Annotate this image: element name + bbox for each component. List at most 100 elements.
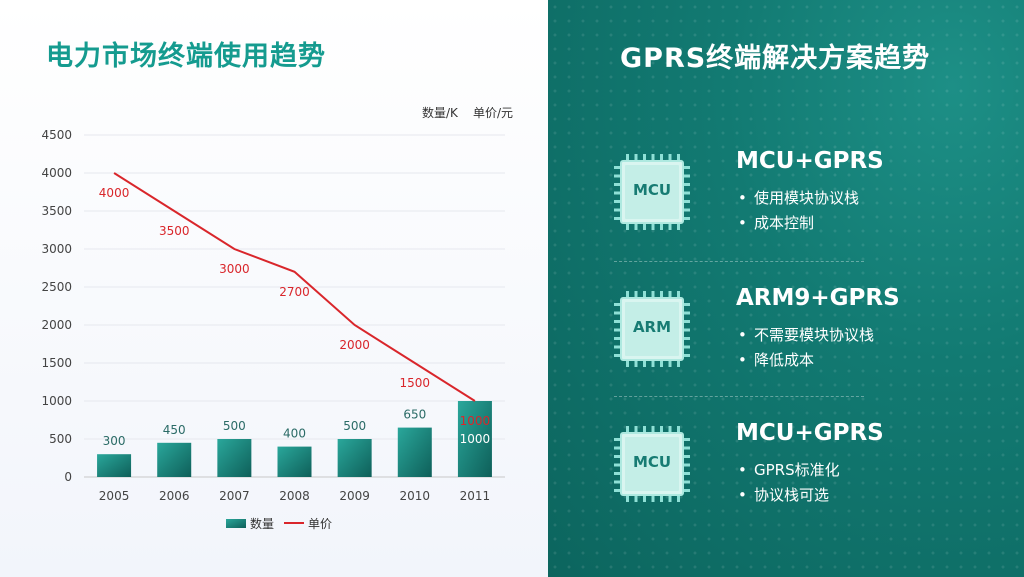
bar: [277, 446, 312, 477]
right-title: GPRS终端解决方案趋势: [620, 43, 931, 74]
chip-pin: [643, 154, 646, 164]
chip-pin: [626, 220, 629, 230]
chip-pin: [677, 426, 680, 436]
left-panel: 电力市场终端使用趋势 数量/K 单价/元 0 500 1000 1500 2000 250…: [0, 0, 548, 577]
chip-pin: [680, 191, 690, 195]
chip-pin: [614, 489, 624, 492]
legend-label: 数量: [250, 516, 274, 531]
chip-pin: [614, 191, 624, 195]
chip-pin: [680, 311, 690, 315]
chip-pin: [634, 220, 638, 230]
chip-inner: [625, 302, 679, 356]
chip-inner: [625, 165, 679, 219]
x-tick-label: 2005: [99, 489, 130, 503]
bar-data-label: 1000: [460, 432, 491, 446]
bar-data-label: 450: [163, 423, 186, 437]
chip-pin: [614, 166, 624, 169]
chip-pin: [614, 446, 624, 450]
y-tick-label: 4500: [41, 128, 72, 142]
price-unit-label: 单价/元: [473, 106, 514, 120]
chip-pin: [614, 208, 624, 212]
y-tick-label: 2500: [41, 280, 72, 294]
chip-label: ARM: [632, 318, 672, 336]
chip-pin: [643, 220, 646, 230]
chip-pin: [626, 291, 629, 301]
chip-pin: [680, 455, 690, 458]
chip-pin: [680, 480, 690, 484]
y-tick-label: 2000: [41, 318, 72, 332]
solution-feature: 协议栈可选: [736, 483, 840, 508]
line-data-label: 4000: [99, 186, 130, 200]
chip-pin: [634, 357, 638, 367]
chip-pin: [614, 328, 624, 332]
chip-pin: [660, 220, 663, 230]
solution-mcu-gprs-standard: MCU MCU+GPRS GPRS标准化 协议栈可选: [612, 420, 1012, 534]
bar: [397, 427, 432, 477]
chip-pin: [626, 426, 629, 436]
x-tick-label: 2008: [279, 489, 310, 503]
chip-pin: [614, 337, 624, 340]
x-tick-label: 2007: [219, 489, 250, 503]
line-data-label: 3000: [219, 262, 250, 276]
chip-pin: [634, 291, 638, 301]
chip-pin: [680, 345, 690, 349]
chip-pin: [614, 438, 624, 441]
legend-swatch-bar: [226, 519, 246, 528]
chip-pin: [680, 328, 690, 332]
chip-pin: [680, 337, 690, 340]
y-tick-label: 500: [49, 432, 72, 446]
bar-data-label: 500: [223, 419, 246, 433]
x-tick-label: 2011: [460, 489, 491, 503]
chip-pin: [626, 154, 629, 164]
chip-pin: [680, 438, 690, 441]
bar: [217, 439, 252, 477]
bar: [157, 442, 192, 477]
solution-feature-list: 使用模块协议栈 成本控制: [736, 186, 859, 236]
chip-pin: [680, 200, 690, 203]
line-data-label: 2000: [339, 338, 370, 352]
solution-feature: 成本控制: [736, 211, 859, 236]
chart: 0 500 1000 1500 2000 2500 3000 3500 4000 4500 2005…: [41, 128, 505, 531]
chip-pin: [614, 455, 624, 458]
chip-pin: [680, 463, 690, 467]
chip-pin: [643, 492, 646, 502]
chip-pin: [677, 220, 680, 230]
y-tick-label: 0: [64, 470, 72, 484]
solution-feature-list: 不需要模块协议栈 降低成本: [736, 323, 874, 373]
solution-feature: 使用模块协议栈: [736, 186, 859, 211]
chip-pin: [680, 446, 690, 450]
price-line: [113, 172, 476, 402]
chip-pin: [680, 489, 690, 492]
chip-pin: [614, 303, 624, 306]
line-data-label: 2700: [279, 285, 310, 299]
bar-data-label: 400: [283, 427, 306, 441]
divider: [614, 261, 864, 262]
solution-feature: 不需要模块协议栈: [736, 323, 874, 348]
chip-pin: [660, 426, 663, 436]
chip-label: MCU: [632, 181, 672, 199]
quantity-unit-label: 数量/K: [422, 106, 458, 120]
solution-feature: GPRS标准化: [736, 458, 840, 483]
chip-pin: [677, 154, 680, 164]
line-data-label: 3500: [159, 224, 190, 238]
chip-pin: [668, 492, 672, 502]
chip-pin: [651, 426, 655, 436]
solution-title: MCU+GPRS: [736, 420, 884, 446]
chip-icon: MCU: [612, 152, 692, 232]
right-panel: GPRS终端解决方案趋势 MCU MCU+GPRS 使用模块协议栈 成本控制 A…: [548, 0, 1024, 577]
chip-pin: [660, 291, 663, 301]
chip-pin: [614, 463, 624, 467]
solution-title: ARM9+GPRS: [736, 285, 900, 311]
x-tick-label: 2009: [339, 489, 370, 503]
y-tick-label: 4000: [41, 166, 72, 180]
chip-pin: [634, 426, 638, 436]
chip-pin: [634, 154, 638, 164]
chip-pin: [680, 472, 690, 475]
chip-pin: [668, 426, 672, 436]
chip-pin: [626, 492, 629, 502]
chip-pin: [614, 183, 624, 186]
left-title: 电力市场终端使用趋势: [46, 41, 326, 72]
chip-pin: [680, 174, 690, 178]
solution-title: MCU+GPRS: [736, 148, 884, 174]
chip-pin: [680, 354, 690, 357]
